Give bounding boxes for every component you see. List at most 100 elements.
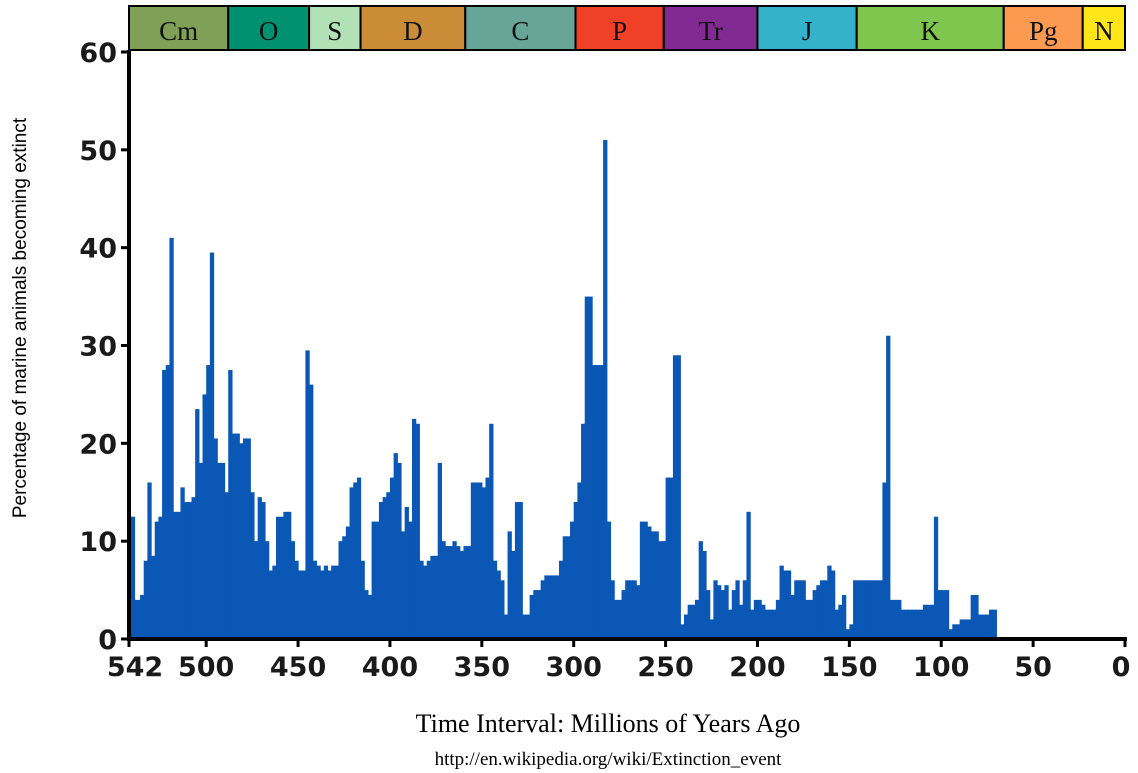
- bar: [456, 546, 461, 639]
- bar: [518, 502, 523, 639]
- bar: [320, 570, 325, 639]
- bar: [246, 438, 251, 639]
- bar: [389, 477, 395, 639]
- bar: [198, 462, 204, 639]
- bar: [268, 570, 273, 639]
- bar: [283, 511, 288, 639]
- bar: [860, 580, 865, 639]
- bar: [522, 614, 527, 639]
- bar: [581, 423, 586, 639]
- bar: [702, 550, 707, 639]
- bar: [592, 365, 597, 639]
- bar: [397, 462, 402, 639]
- bar: [985, 614, 990, 639]
- bar: [794, 580, 799, 639]
- bar: [628, 580, 634, 639]
- bar: [878, 580, 884, 639]
- period-box: [855, 5, 1005, 51]
- bar: [911, 609, 917, 639]
- period-label: N: [1094, 16, 1114, 46]
- period-label: P: [612, 16, 627, 46]
- bar: [566, 536, 571, 639]
- bar: [173, 511, 178, 639]
- bar: [525, 614, 531, 639]
- bar: [694, 599, 700, 639]
- bar: [654, 531, 659, 639]
- bar: [790, 594, 795, 639]
- bar: [555, 575, 560, 639]
- bar: [742, 580, 748, 639]
- y-tick-label: 20: [79, 429, 117, 460]
- bar: [338, 541, 343, 639]
- bar: [231, 433, 237, 639]
- bar: [536, 590, 542, 639]
- bar: [459, 550, 465, 639]
- bar: [709, 619, 714, 639]
- x-axis-ticks: 542 500 450 400 350 300 250 200 150 100 50 0: [107, 639, 1130, 683]
- bar: [875, 580, 880, 639]
- bar: [717, 585, 722, 639]
- period-n: N: [1081, 5, 1127, 51]
- bar: [382, 497, 387, 639]
- bar: [393, 453, 398, 639]
- bar: [577, 482, 582, 639]
- bar: [606, 521, 612, 639]
- bar: [919, 609, 924, 639]
- bar: [941, 590, 946, 639]
- period-label: Tr: [698, 16, 723, 46]
- bar: [944, 590, 950, 639]
- bar: [680, 624, 685, 639]
- bar: [551, 575, 556, 639]
- bar: [750, 609, 755, 639]
- bar: [926, 604, 931, 639]
- bar: [437, 462, 442, 639]
- bar: [764, 609, 770, 639]
- x-tick-label: 150: [821, 652, 877, 683]
- bar: [816, 585, 821, 639]
- bar: [614, 599, 619, 639]
- period-box: [308, 5, 362, 51]
- bar: [867, 580, 873, 639]
- bar: [728, 609, 733, 639]
- bar: [514, 502, 520, 639]
- bar: [955, 624, 961, 639]
- bar: [371, 521, 376, 639]
- bar: [588, 296, 593, 639]
- bar: [151, 555, 156, 639]
- bar: [503, 614, 509, 639]
- bar: [434, 555, 439, 639]
- bar: [786, 570, 792, 639]
- bar: [448, 546, 454, 639]
- bar: [992, 609, 997, 639]
- bar: [621, 590, 626, 639]
- bar: [239, 443, 244, 639]
- y-axis-ticks: 0 10 20 30 40 50 60: [79, 38, 129, 656]
- bar: [463, 546, 468, 639]
- y-tick-label: 10: [79, 527, 117, 558]
- x-tick-label: 350: [454, 652, 510, 683]
- period-d: D: [359, 5, 467, 51]
- bar: [661, 541, 667, 639]
- bar: [184, 502, 189, 639]
- bar: [959, 619, 964, 639]
- bar: [761, 604, 766, 639]
- bar: [687, 604, 692, 639]
- bar: [250, 492, 255, 639]
- y-tick-label: 40: [79, 234, 117, 265]
- bar: [647, 526, 652, 639]
- bar: [400, 531, 406, 639]
- bar: [639, 521, 645, 639]
- bar: [264, 541, 270, 639]
- bar: [720, 590, 725, 639]
- bar: [143, 560, 148, 639]
- bar: [893, 599, 898, 639]
- bar: [834, 609, 839, 639]
- bar: [757, 599, 762, 639]
- period-label: S: [327, 16, 342, 46]
- bar: [169, 237, 174, 639]
- bar: [683, 614, 689, 639]
- bar: [478, 482, 483, 639]
- period-box: [227, 5, 311, 51]
- bar: [544, 575, 549, 639]
- bar: [812, 590, 817, 639]
